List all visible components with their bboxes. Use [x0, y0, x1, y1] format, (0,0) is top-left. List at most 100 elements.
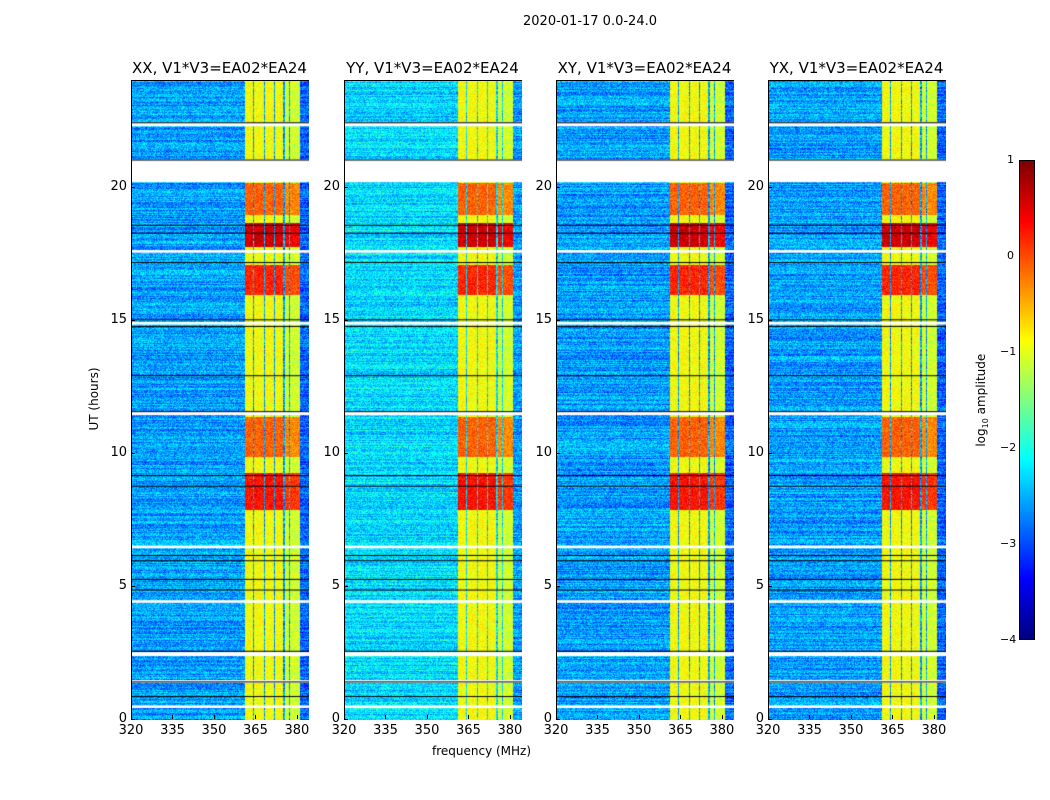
- x-tick-label: 320: [118, 723, 144, 738]
- y-tick-mark: [131, 719, 135, 720]
- y-tick-mark: [768, 585, 772, 587]
- y-tick-label: 20: [535, 178, 552, 194]
- y-tick-mark: [556, 719, 560, 720]
- y-tick-mark: [768, 319, 772, 321]
- y-tick-mark: [556, 186, 560, 188]
- x-tick-label: 350: [626, 723, 652, 738]
- y-tick-mark: [768, 186, 772, 188]
- x-tick-mark: [468, 715, 470, 719]
- y-tick-mark: [556, 319, 560, 321]
- spectrogram-heatmap: [345, 81, 522, 720]
- spectrogram-panel: [556, 80, 734, 720]
- x-tick-mark: [509, 715, 511, 719]
- x-tick-mark: [131, 715, 132, 719]
- x-tick-label: 335: [797, 723, 822, 738]
- y-tick-label: 0: [331, 711, 340, 726]
- x-tick-mark: [680, 715, 682, 719]
- x-tick-mark: [255, 715, 257, 719]
- x-tick-mark: [426, 715, 428, 719]
- x-tick-label: 365: [243, 723, 268, 738]
- panel-title: YX, V1*V3=EA02*EA24: [769, 59, 944, 77]
- y-tick-label: 5: [118, 577, 127, 593]
- x-tick-mark: [344, 715, 345, 719]
- x-tick-mark: [933, 715, 935, 719]
- colorbar-tick-label: 0: [1007, 249, 1014, 262]
- y-tick-mark: [344, 452, 348, 454]
- y-tick-label: 5: [331, 577, 340, 593]
- y-tick-mark: [344, 719, 348, 720]
- y-tick-label: 10: [323, 444, 340, 460]
- x-tick-label: 320: [543, 723, 569, 738]
- spectrogram-heatmap: [769, 81, 946, 720]
- y-tick-label: 20: [747, 178, 764, 194]
- x-tick-mark: [638, 715, 640, 719]
- x-tick-label: 320: [331, 723, 357, 738]
- x-tick-label: 380: [284, 723, 310, 738]
- x-tick-mark: [213, 715, 215, 719]
- y-tick-label: 20: [110, 178, 127, 194]
- y-tick-mark: [768, 452, 772, 454]
- x-tick-label: 380: [497, 723, 523, 738]
- x-tick-label: 365: [456, 723, 481, 738]
- y-tick-label: 20: [323, 178, 340, 194]
- colorbar-tick-label: −3: [1000, 537, 1017, 550]
- colorbar-label-main: log: [973, 428, 988, 447]
- figure-title: 2020-01-17 0.0-24.0: [523, 14, 657, 29]
- x-tick-mark: [850, 715, 852, 719]
- x-tick-mark: [296, 715, 298, 719]
- y-tick-label: 5: [755, 577, 764, 593]
- colorbar-tick-label: 1: [1007, 153, 1014, 166]
- colorbar-tick-label: −2: [1000, 441, 1017, 454]
- y-tick-label: 0: [543, 711, 552, 726]
- panel-title: YY, V1*V3=EA02*EA24: [346, 59, 519, 77]
- y-tick-mark: [344, 319, 348, 321]
- y-tick-mark: [131, 452, 135, 454]
- y-tick-label: 15: [747, 311, 764, 327]
- x-tick-label: 335: [585, 723, 610, 738]
- x-tick-label: 365: [880, 723, 905, 738]
- x-tick-label: 350: [838, 723, 864, 738]
- x-tick-label: 350: [414, 723, 440, 738]
- x-tick-label: 320: [755, 723, 781, 738]
- y-axis-label: UT (hours): [87, 367, 101, 431]
- panel-title: XX, V1*V3=EA02*EA24: [132, 59, 307, 77]
- y-tick-label: 10: [535, 444, 552, 460]
- panel-title: XY, V1*V3=EA02*EA24: [557, 59, 732, 77]
- y-tick-mark: [768, 719, 772, 720]
- x-tick-mark: [768, 715, 769, 719]
- y-tick-mark: [556, 585, 560, 587]
- x-tick-mark: [556, 715, 557, 719]
- x-tick-label: 380: [921, 723, 947, 738]
- y-tick-mark: [344, 186, 348, 188]
- x-tick-label: 335: [373, 723, 398, 738]
- x-tick-mark: [597, 715, 599, 719]
- spectrogram-panel: [344, 80, 522, 720]
- x-tick-label: 380: [709, 723, 735, 738]
- spectrogram-panel: [768, 80, 946, 720]
- y-tick-mark: [131, 186, 135, 188]
- spectrogram-heatmap: [557, 81, 734, 720]
- colorbar: [1019, 160, 1035, 640]
- y-tick-label: 10: [110, 444, 127, 460]
- x-tick-mark: [892, 715, 894, 719]
- y-tick-label: 0: [118, 711, 127, 726]
- x-tick-mark: [721, 715, 723, 719]
- x-tick-mark: [809, 715, 811, 719]
- y-tick-mark: [131, 319, 135, 321]
- y-tick-label: 5: [543, 577, 552, 593]
- colorbar-label: log10 amplitude: [974, 340, 990, 460]
- colorbar-tick-label: −4: [1000, 633, 1017, 646]
- y-tick-label: 0: [755, 711, 764, 726]
- x-axis-label: frequency (MHz): [432, 744, 532, 758]
- y-tick-label: 10: [747, 444, 764, 460]
- colorbar-tick-label: −1: [1000, 345, 1017, 358]
- y-tick-label: 15: [535, 311, 552, 327]
- y-tick-label: 15: [323, 311, 340, 327]
- x-tick-label: 350: [201, 723, 227, 738]
- x-tick-mark: [385, 715, 387, 719]
- spectrogram-heatmap: [132, 81, 309, 720]
- colorbar-label-rest: amplitude: [973, 353, 988, 419]
- x-tick-label: 335: [160, 723, 185, 738]
- y-tick-label: 15: [110, 311, 127, 327]
